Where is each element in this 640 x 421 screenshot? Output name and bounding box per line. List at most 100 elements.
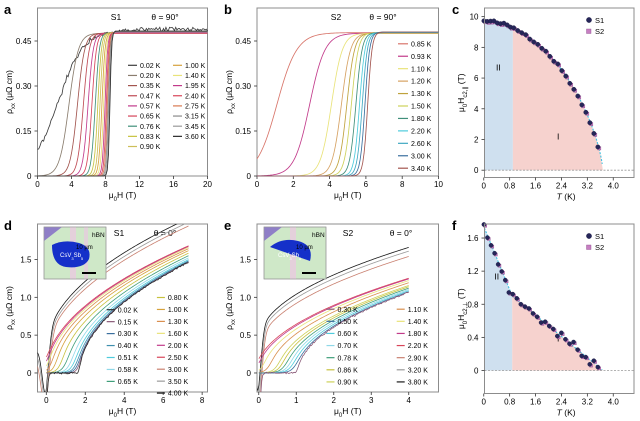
svg-text:b: b xyxy=(224,2,232,17)
svg-text:2: 2 xyxy=(83,396,88,405)
svg-text:1.30 K: 1.30 K xyxy=(411,91,432,98)
svg-text:4: 4 xyxy=(122,396,127,405)
svg-text:0.15: 0.15 xyxy=(16,127,32,136)
svg-text:0: 0 xyxy=(474,367,479,376)
svg-text:0.90 K: 0.90 K xyxy=(140,144,161,151)
svg-text:II: II xyxy=(496,62,501,72)
svg-text:2.00 K: 2.00 K xyxy=(168,343,189,350)
svg-text:4: 4 xyxy=(474,105,479,114)
svg-text:2.20 K: 2.20 K xyxy=(408,343,429,350)
svg-text:0.35 K: 0.35 K xyxy=(140,83,161,90)
svg-text:10: 10 xyxy=(434,180,443,189)
svg-text:S1: S1 xyxy=(114,228,125,238)
svg-text:0.45: 0.45 xyxy=(235,37,251,46)
svg-text:1.30 K: 1.30 K xyxy=(168,319,189,326)
svg-text:1.6: 1.6 xyxy=(530,182,542,191)
svg-text:S2: S2 xyxy=(331,12,342,22)
svg-text:0.5: 0.5 xyxy=(240,331,252,340)
svg-text:2.90 K: 2.90 K xyxy=(408,355,429,362)
svg-text:S2: S2 xyxy=(595,243,604,252)
svg-text:0: 0 xyxy=(257,396,262,405)
svg-text:0.20 K: 0.20 K xyxy=(140,73,161,80)
svg-text:0.80 K: 0.80 K xyxy=(168,295,189,302)
svg-text:1.5: 1.5 xyxy=(240,255,252,264)
svg-text:S2: S2 xyxy=(343,228,354,238)
svg-text:1.40 K: 1.40 K xyxy=(185,73,206,80)
svg-text:0: 0 xyxy=(27,172,32,181)
svg-text:f: f xyxy=(452,218,457,233)
svg-text:1.5: 1.5 xyxy=(20,255,32,264)
svg-text:4: 4 xyxy=(327,180,332,189)
svg-text:0.86 K: 0.86 K xyxy=(338,367,359,374)
svg-text:3: 3 xyxy=(369,396,374,405)
svg-text:0.58 K: 0.58 K xyxy=(118,367,139,374)
svg-text:(K): (K) xyxy=(564,192,576,202)
svg-text:1.0: 1.0 xyxy=(20,293,32,302)
svg-text:0.70 K: 0.70 K xyxy=(338,343,359,350)
svg-text:1.2: 1.2 xyxy=(467,267,479,276)
svg-text:0: 0 xyxy=(482,182,487,191)
svg-text:8: 8 xyxy=(200,396,205,405)
svg-text:0.83 K: 0.83 K xyxy=(140,134,161,141)
svg-text:(K): (K) xyxy=(564,408,576,418)
svg-text:0.51 K: 0.51 K xyxy=(118,355,139,362)
svg-text:4: 4 xyxy=(69,180,74,189)
svg-text:S2: S2 xyxy=(595,27,604,36)
svg-text:6: 6 xyxy=(364,180,369,189)
svg-text:S1: S1 xyxy=(111,12,122,22)
svg-text:0.93 K: 0.93 K xyxy=(411,54,432,61)
svg-text:0: 0 xyxy=(247,172,252,181)
svg-text:1: 1 xyxy=(294,396,299,405)
svg-text:8: 8 xyxy=(474,43,479,52)
svg-text:4.00 K: 4.00 K xyxy=(168,391,189,398)
svg-text:0.57 K: 0.57 K xyxy=(140,104,161,111)
svg-text:a: a xyxy=(4,2,12,17)
svg-text:16: 16 xyxy=(169,180,178,189)
svg-text:2: 2 xyxy=(332,396,337,405)
svg-text:1.10 K: 1.10 K xyxy=(411,66,432,73)
svg-text:3.2: 3.2 xyxy=(582,398,594,407)
svg-text:0.30: 0.30 xyxy=(16,82,32,91)
svg-text:2: 2 xyxy=(291,180,296,189)
svg-text:0: 0 xyxy=(482,398,487,407)
svg-text:0: 0 xyxy=(255,180,260,189)
svg-text:1.40 K: 1.40 K xyxy=(408,319,429,326)
svg-text:3.20 K: 3.20 K xyxy=(408,367,429,374)
svg-text:4.0: 4.0 xyxy=(608,182,620,191)
svg-text:1.80 K: 1.80 K xyxy=(408,331,429,338)
svg-text:d: d xyxy=(4,218,12,233)
svg-text:0.5: 0.5 xyxy=(20,331,32,340)
svg-text:3.00 K: 3.00 K xyxy=(168,367,189,374)
svg-text:0.8: 0.8 xyxy=(504,182,516,191)
svg-text:12: 12 xyxy=(135,180,144,189)
svg-text:hBN: hBN xyxy=(312,232,325,239)
svg-text:20: 20 xyxy=(203,180,212,189)
svg-text:1.00 K: 1.00 K xyxy=(185,63,206,70)
svg-text:10 µm: 10 µm xyxy=(76,245,93,251)
svg-text:1.60 K: 1.60 K xyxy=(168,331,189,338)
svg-text:0.47 K: 0.47 K xyxy=(140,93,161,100)
svg-text:3.50 K: 3.50 K xyxy=(168,379,189,386)
svg-text:3.2: 3.2 xyxy=(582,182,594,191)
svg-text:0.78 K: 0.78 K xyxy=(338,355,359,362)
svg-text:0: 0 xyxy=(247,369,252,378)
svg-text:0.65 K: 0.65 K xyxy=(118,379,139,386)
svg-text:0: 0 xyxy=(474,166,479,175)
svg-text:e: e xyxy=(224,218,231,233)
svg-text:2.50 K: 2.50 K xyxy=(168,355,189,362)
svg-text:0.60 K: 0.60 K xyxy=(338,331,359,338)
svg-text:3.40 K: 3.40 K xyxy=(411,166,432,173)
svg-text:0.15: 0.15 xyxy=(235,127,251,136)
svg-text:0.4: 0.4 xyxy=(467,333,479,342)
svg-text:1.80 K: 1.80 K xyxy=(411,116,432,123)
svg-text:2.4: 2.4 xyxy=(556,182,568,191)
svg-text:θ = 90°: θ = 90° xyxy=(151,12,178,22)
svg-text:2.60 K: 2.60 K xyxy=(411,141,432,148)
svg-text:II: II xyxy=(494,271,499,281)
svg-text:0.8: 0.8 xyxy=(504,398,516,407)
svg-text:3.80 K: 3.80 K xyxy=(408,380,429,387)
svg-text:I: I xyxy=(557,131,559,141)
svg-text:1.6: 1.6 xyxy=(530,398,542,407)
svg-text:hBN: hBN xyxy=(92,232,105,239)
svg-text:0.15 K: 0.15 K xyxy=(118,319,139,326)
